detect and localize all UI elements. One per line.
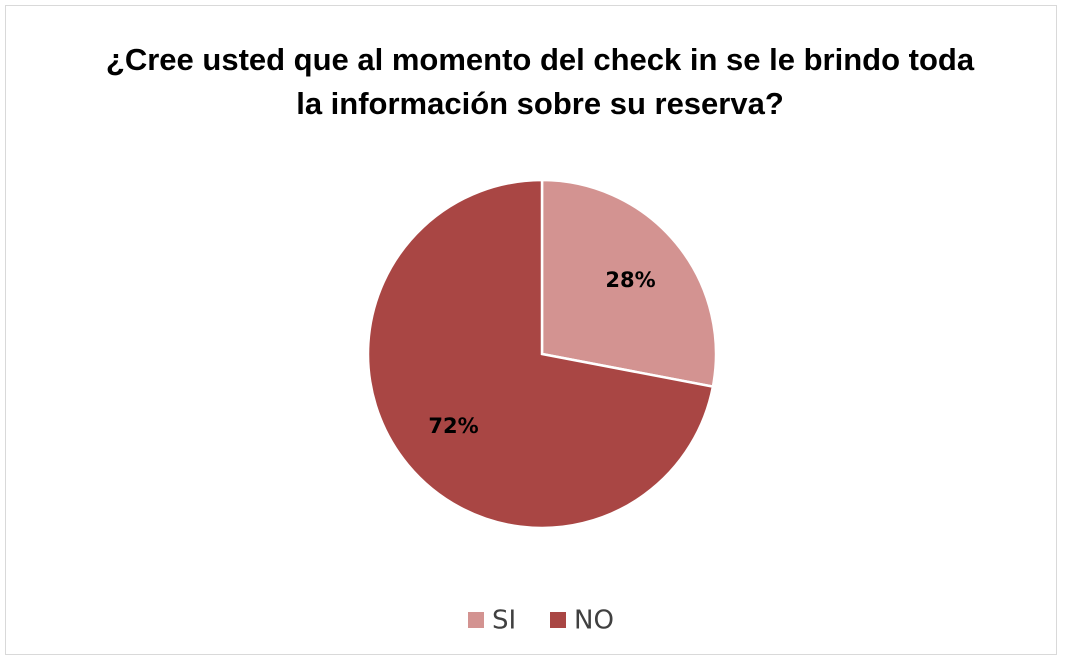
legend-label: NO (574, 606, 614, 636)
pie-slice (540, 178, 718, 389)
pie-slice (366, 178, 715, 530)
chart-title: ¿Cree usted que al momento del check in … (105, 42, 975, 121)
legend-swatch (550, 612, 566, 628)
chart-frame (5, 5, 1057, 655)
legend-swatch (468, 612, 484, 628)
data-label: 72% (428, 414, 478, 438)
data-label: 28% (605, 268, 655, 292)
legend-label: SI (492, 606, 516, 636)
